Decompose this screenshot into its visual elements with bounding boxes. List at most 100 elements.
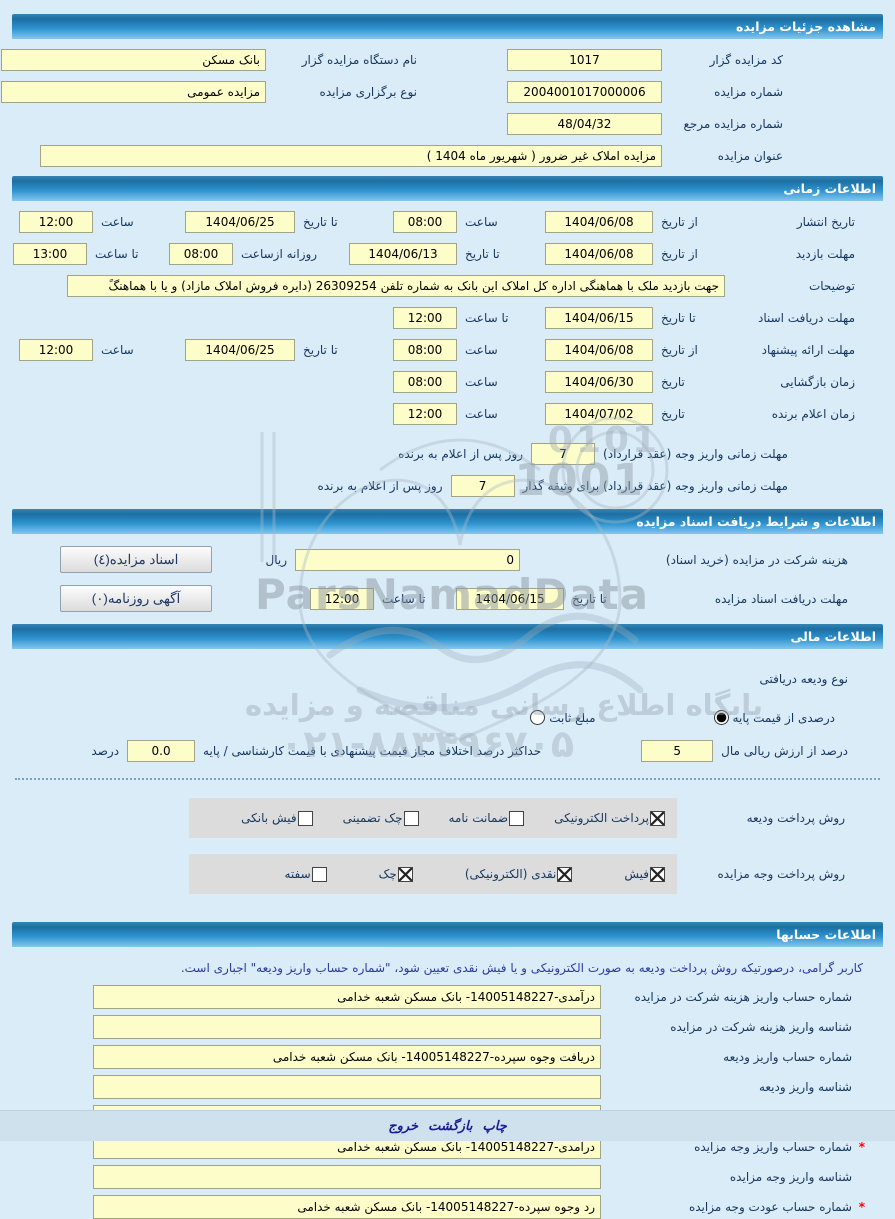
cash-electronic-checkbox[interactable]	[557, 866, 573, 882]
winner-time-field[interactable]: 12:00	[393, 403, 457, 425]
auction-type-field[interactable]: مزایده عمومی	[1, 80, 266, 103]
to-date-caption: تا تاریخ	[572, 591, 607, 606]
auction-refund-account-field[interactable]: رد وجوه سپرده-14005148227- بانک مسکن شعب…	[93, 1195, 601, 1219]
newspaper-ads-button[interactable]: آگهی روزنامه(٠)	[60, 585, 212, 612]
visit-to-time-field[interactable]: 13:00	[13, 243, 87, 265]
checkbox-label: چک تضمینی	[342, 811, 403, 825]
hour-caption: ساعت	[465, 343, 498, 357]
visit-from-date-field[interactable]: 1404/06/08	[545, 243, 653, 265]
deposit-type-fixed-option[interactable]: مبلغ ثابت	[530, 710, 596, 725]
deposit-method-row: روش پرداخت ودیعه پرداخت الکترونیکی ضمانت…	[12, 798, 883, 838]
certified-check-checkbox[interactable]	[403, 810, 419, 826]
deposit-account-field[interactable]: دریافت وجوه سپرده-14005148227- بانک مسکن…	[93, 1045, 601, 1069]
visit-to-date-field[interactable]: 1404/06/13	[349, 243, 457, 265]
section-header-accounts: اطلاعات حسابها	[12, 922, 883, 947]
to-date-caption: تا تاریخ	[465, 247, 500, 261]
payment-method-slip[interactable]: فیش	[624, 866, 665, 882]
docs-deadline-date-field[interactable]: 1404/06/15	[545, 307, 653, 329]
docs-deadline-time-field[interactable]: 12:00	[393, 307, 457, 329]
to-date-caption: تا تاریخ	[303, 215, 338, 229]
docs-receipt-time-field[interactable]: 12:00	[310, 587, 374, 610]
exit-link[interactable]: خروج	[388, 1118, 419, 1134]
auction-payment-id-field[interactable]	[93, 1165, 601, 1189]
account-label: شناسه واریز ودیعه	[758, 1080, 852, 1094]
notes-field[interactable]: جهت بازدید ملک با هماهنگی اداره کل املاک…	[67, 275, 725, 297]
participation-fee-row: هزینه شرکت در مزایده (خرید اسناد) 0 ریال…	[12, 546, 883, 573]
slip-checkbox[interactable]	[650, 866, 665, 882]
print-link[interactable]: چاپ	[482, 1118, 507, 1134]
auctioneer-name-field[interactable]: بانک مسکن	[1, 48, 266, 71]
back-link[interactable]: بازگشت	[428, 1118, 473, 1134]
base-percent-field[interactable]: 5	[641, 739, 714, 762]
electronic-payment-checkbox[interactable]	[650, 810, 665, 826]
bank-slip-checkbox[interactable]	[297, 810, 313, 826]
page-title-bar: مشاهده جزئیات مزایده	[12, 14, 883, 39]
fee-deposit-id-field[interactable]	[93, 1015, 601, 1039]
participation-fee-label: هزینه شرکت در مزایده (خرید اسناد)	[665, 552, 848, 567]
max-diff-percent-field[interactable]: 0.0	[127, 739, 196, 762]
account-row-auction-payment-id: شناسه واریز وجه مزایده	[12, 1165, 883, 1189]
publish-from-date-field[interactable]: 1404/06/08	[545, 211, 653, 233]
section-header-docs-conditions: اطلاعات و شرایط دریافت اسناد مزایده	[12, 509, 883, 534]
deposit-type-percent-option[interactable]: درصدی از قیمت پایه	[713, 710, 835, 725]
promissory-note-checkbox[interactable]	[311, 866, 327, 882]
section-title: اطلاعات و شرایط دریافت اسناد مزایده	[636, 514, 876, 529]
to-date-caption: تا تاریخ	[303, 343, 338, 357]
account-label: شماره حساب عودت وجه مزایده	[688, 1200, 852, 1214]
max-diff-label: حداکثر درصد اختلاف مجاز قیمت پیشنهادی با…	[203, 743, 542, 758]
participation-fee-field[interactable]: 0	[295, 548, 520, 571]
check-checkbox[interactable]	[397, 866, 413, 882]
winner-announce-row: زمان اعلام برنده تاریخ 1404/07/02 ساعت 1…	[12, 403, 883, 425]
publish-date-label: تاریخ انتشار	[796, 215, 855, 229]
fixed-amount-radio[interactable]	[530, 710, 546, 725]
payment-method-cash-electronic[interactable]: نقدی (الکترونیکی)	[465, 866, 573, 882]
guarantee-letter-checkbox[interactable]	[509, 810, 525, 826]
reference-number-field[interactable]: 48/04/32	[507, 112, 662, 135]
deposit-method-certified-check[interactable]: چک تضمینی	[342, 810, 419, 826]
opening-date-field[interactable]: 1404/06/30	[545, 371, 653, 393]
auctioneer-name-label: نام دستگاه مزایده گزار	[301, 52, 417, 67]
to-hour-caption: تا ساعت	[95, 247, 139, 261]
payment-method-promissory[interactable]: سفته	[284, 866, 327, 882]
offer-to-date-field[interactable]: 1404/06/25	[185, 339, 295, 361]
publish-from-time-field[interactable]: 08:00	[393, 211, 457, 233]
offer-to-time-field[interactable]: 12:00	[19, 339, 93, 361]
payment-method-check[interactable]: چک	[379, 866, 413, 882]
deposit-method-bank-slip[interactable]: فیش بانکی	[241, 810, 313, 826]
guarantor-payment-deadline-days-field[interactable]: 7	[450, 475, 515, 497]
account-label: شماره حساب واریز ودیعه	[723, 1050, 852, 1064]
deposit-id-field[interactable]	[93, 1075, 601, 1099]
payment-deadline-days-field[interactable]: 7	[531, 443, 596, 465]
general-row-2: شماره مزایده 2004001017000006 نوع برگزار…	[1, 80, 883, 103]
from-date-caption: از تاریخ	[661, 343, 698, 357]
notes-label: توضیحات	[808, 279, 855, 293]
payment-method-band: فیش نقدی (الکترونیکی) چک سفته	[189, 854, 677, 894]
publish-date-row: تاریخ انتشار از تاریخ 1404/06/08 ساعت 08…	[12, 211, 883, 233]
visit-from-time-field[interactable]: 08:00	[169, 243, 233, 265]
account-row-fee-deposit: شماره حساب واریز هزینه شرکت در مزایده در…	[12, 985, 883, 1009]
winner-date-field[interactable]: 1404/07/02	[545, 403, 653, 425]
auctioneer-code-label: کد مزایده گزار	[709, 52, 783, 67]
to-hour-caption: تا ساعت	[465, 311, 509, 325]
auction-number-field[interactable]: 2004001017000006	[507, 80, 662, 103]
fee-deposit-account-field[interactable]: درآمدی-14005148227- بانک مسکن شعبه خدامی	[93, 985, 601, 1009]
offer-from-time-field[interactable]: 08:00	[393, 339, 457, 361]
checkbox-label: ضمانت نامه	[448, 811, 509, 825]
publish-to-time-field[interactable]: 12:00	[19, 211, 93, 233]
publish-to-date-field[interactable]: 1404/06/25	[185, 211, 295, 233]
offer-from-date-field[interactable]: 1404/06/08	[545, 339, 653, 361]
to-hour-caption: تا ساعت	[382, 591, 426, 606]
auction-title-field[interactable]: مزایده املاک غیر ضرور ( شهریور ماه 1404 …	[40, 144, 662, 167]
section-title: اطلاعات حسابها	[776, 927, 876, 942]
from-date-caption: از تاریخ	[661, 215, 698, 229]
auctioneer-code-field[interactable]: 1017	[507, 48, 662, 71]
deposit-method-guarantee[interactable]: ضمانت نامه	[448, 810, 525, 826]
auction-documents-button[interactable]: اسناد مزایده(٤)	[60, 546, 212, 573]
hour-caption: ساعت	[465, 375, 498, 389]
hour-caption: ساعت	[101, 343, 134, 357]
opening-time-field[interactable]: 08:00	[393, 371, 457, 393]
docs-receipt-date-field[interactable]: 1404/06/15	[456, 587, 564, 610]
deposit-method-electronic[interactable]: پرداخت الکترونیکی	[554, 810, 665, 826]
percent-radio[interactable]	[713, 710, 729, 725]
auction-type-label: نوع برگزاری مزایده	[319, 84, 417, 99]
